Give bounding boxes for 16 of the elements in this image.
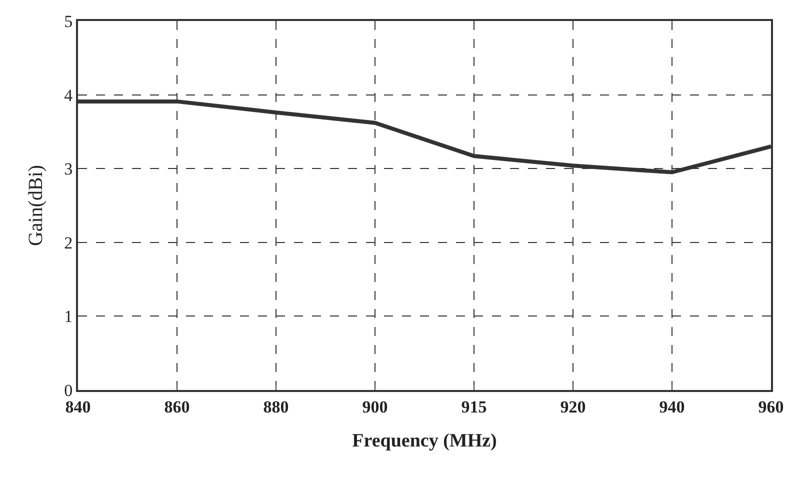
x-tick-label: 960	[758, 397, 784, 416]
x-tick-label: 915	[461, 397, 487, 416]
x-tick-label: 900	[362, 397, 388, 416]
y-axis-title: Gain(dBi)	[25, 164, 48, 246]
x-tick-label: 860	[164, 397, 190, 416]
x-tick-label: 880	[263, 397, 289, 416]
y-tick-label: 4	[64, 86, 74, 105]
x-tick-label: 940	[659, 397, 685, 416]
x-axis-title: Frequency (MHz)	[352, 430, 497, 452]
y-tick-label: 3	[64, 160, 73, 179]
y-tick-label: 0	[64, 380, 73, 400]
y-tick-label: 5	[64, 12, 73, 31]
x-tick-label: 920	[560, 397, 586, 416]
y-tick-label: 1	[64, 307, 73, 326]
y-tick-label: 2	[64, 233, 73, 252]
x-tick-label: 840	[65, 397, 91, 416]
